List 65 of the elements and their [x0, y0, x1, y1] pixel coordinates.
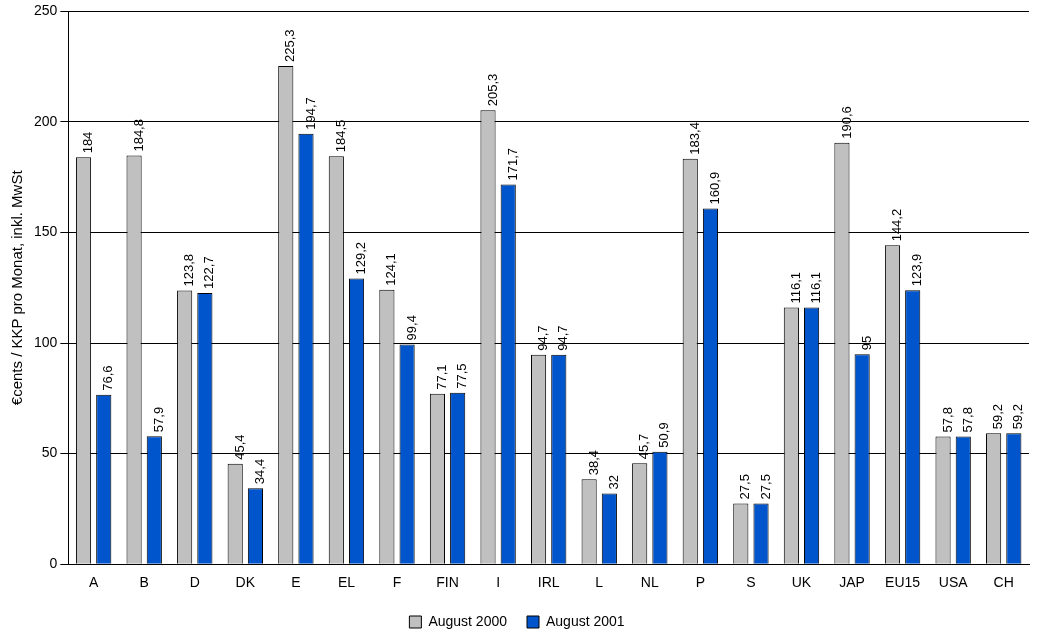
data-label: 116,1 — [808, 271, 824, 304]
x-tick-label: EL — [337, 574, 356, 591]
data-label: 171,7 — [504, 147, 520, 181]
x-tick-label: FIN — [436, 574, 459, 591]
data-label: 57,8 — [959, 407, 975, 433]
x-tick-label: L — [595, 574, 604, 591]
y-tick-label: 50 — [41, 444, 58, 461]
x-tick-label: F — [392, 574, 402, 591]
x-tick-label: DK — [235, 574, 256, 591]
data-label: 59,2 — [1010, 403, 1026, 430]
data-label: 184 — [80, 131, 96, 154]
x-tick-label: UK — [791, 574, 812, 591]
data-label: 122,7 — [201, 256, 217, 289]
data-label: 116,1 — [787, 271, 803, 304]
x-tick-label: B — [139, 574, 149, 591]
x-tick-label: USA — [938, 574, 969, 591]
data-label: 57,8 — [939, 407, 955, 433]
x-tick-label: D — [189, 574, 200, 591]
data-label: 27,5 — [737, 474, 753, 500]
data-label: 94,7 — [555, 325, 571, 351]
data-label: 184,8 — [130, 119, 146, 152]
x-tick-label: JAP — [839, 574, 865, 591]
data-label: 205,3 — [484, 73, 500, 107]
data-label: 27,5 — [757, 474, 773, 500]
data-label: 123,9 — [909, 253, 925, 287]
y-axis-title: €cents / KKP pro Monat, inkl. MwSt — [8, 169, 26, 406]
data-label: 190,6 — [838, 106, 854, 139]
data-label: 50,9 — [656, 422, 672, 448]
data-label: 129,2 — [353, 241, 369, 275]
data-label: 194,7 — [302, 97, 318, 130]
x-tick-label: NL — [640, 574, 659, 591]
data-label: 144,2 — [889, 208, 905, 242]
data-label: 45,4 — [231, 434, 247, 460]
x-tick-label: E — [291, 574, 301, 591]
data-label: 183,4 — [686, 122, 702, 155]
data-label: 57,9 — [150, 406, 166, 433]
data-label: 77,5 — [454, 363, 470, 389]
x-tick-label: A — [88, 574, 99, 591]
x-tick-label: S — [746, 574, 756, 591]
y-tick-label: 0 — [49, 555, 58, 572]
data-label: 124,1 — [383, 253, 399, 286]
y-tick-label: 100 — [34, 333, 58, 350]
data-label: 32 — [605, 474, 621, 490]
data-label: 95 — [858, 335, 874, 351]
x-tick-label: P — [695, 574, 706, 591]
data-label: 123,8 — [181, 253, 197, 287]
data-label: 94,7 — [535, 325, 551, 351]
data-label: 38,4 — [585, 449, 601, 476]
x-tick-label: EU15 — [885, 574, 921, 591]
y-tick-label: 250 — [34, 2, 58, 19]
x-tick-label: IRL — [537, 574, 560, 591]
data-label: 34,4 — [252, 458, 268, 485]
data-label: 160,9 — [707, 171, 723, 205]
y-tick-label: 150 — [34, 223, 58, 240]
x-tick-label: I — [496, 574, 501, 591]
data-label: 77,1 — [434, 364, 450, 390]
data-label: 76,6 — [100, 365, 116, 391]
legend-label: August 2000 — [428, 612, 508, 629]
y-tick-label: 200 — [34, 112, 58, 129]
legend-label: August 2001 — [546, 612, 625, 629]
data-label: 45,7 — [636, 433, 652, 460]
data-label: 225,3 — [282, 29, 298, 63]
data-label: 59,2 — [990, 403, 1006, 430]
data-label: 99,4 — [403, 315, 419, 341]
x-tick-label: CH — [993, 574, 1014, 591]
